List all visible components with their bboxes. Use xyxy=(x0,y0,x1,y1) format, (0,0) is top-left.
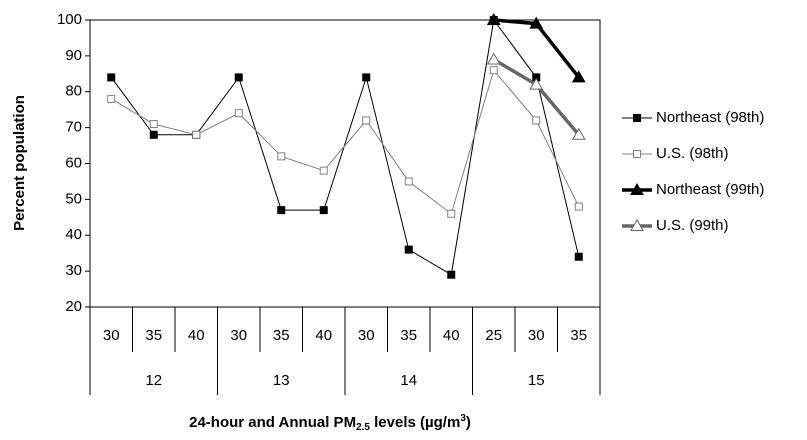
group-label: 14 xyxy=(400,372,417,389)
marker xyxy=(277,206,286,215)
y-tick-label: 90 xyxy=(65,47,82,64)
marker xyxy=(404,177,413,186)
marker xyxy=(529,16,544,29)
y-tick-label: 30 xyxy=(65,262,82,279)
group-label: 15 xyxy=(528,372,545,389)
marker xyxy=(362,73,371,82)
x-axis-label: 24-hour and Annual PM2.5 levels (µg/m3) xyxy=(189,413,471,433)
x-tick-label: 35 xyxy=(400,327,417,344)
x-tick-label: 35 xyxy=(570,327,587,344)
marker xyxy=(633,150,641,158)
x-tick-label: 40 xyxy=(443,327,460,344)
marker xyxy=(630,182,644,195)
group-label: 12 xyxy=(145,372,162,389)
marker xyxy=(571,127,586,140)
y-tick-label: 80 xyxy=(65,83,82,100)
marker xyxy=(574,252,583,261)
y-axis-label: Percent population xyxy=(11,95,28,231)
marker xyxy=(107,73,116,82)
marker xyxy=(277,152,286,161)
marker xyxy=(574,202,583,211)
x-tick-label: 30 xyxy=(358,327,375,344)
y-tick-label: 70 xyxy=(65,119,82,136)
x-label-text: 24-hour and Annual PM xyxy=(189,414,356,431)
marker xyxy=(234,109,243,118)
marker xyxy=(532,116,541,125)
y-tick-label: 50 xyxy=(65,190,82,207)
x-tick-label: 40 xyxy=(315,327,332,344)
plot-frame xyxy=(89,19,601,308)
y-tick-label: 20 xyxy=(65,298,82,315)
marker xyxy=(486,12,501,25)
x-tick-label: 30 xyxy=(528,327,545,344)
x-tick-label: 40 xyxy=(188,327,205,344)
marker xyxy=(107,94,116,103)
y-tick-label: 60 xyxy=(65,154,82,171)
marker xyxy=(529,77,544,90)
legend-item: Northeast (99th) xyxy=(622,181,764,198)
x-label-mid: levels (µg/m xyxy=(370,414,460,431)
marker xyxy=(319,206,328,215)
marker xyxy=(447,270,456,279)
x-tick-label: 35 xyxy=(145,327,162,344)
marker xyxy=(571,70,586,83)
legend-item: U.S. (98th) xyxy=(622,145,729,162)
marker xyxy=(319,166,328,175)
marker xyxy=(192,130,201,139)
legend-label: U.S. (98th) xyxy=(656,145,729,162)
marker xyxy=(362,116,371,125)
marker xyxy=(149,120,158,129)
marker xyxy=(633,114,641,122)
series-line xyxy=(110,18,580,276)
series-line xyxy=(110,69,580,215)
y-tick-label: 100 xyxy=(57,11,82,28)
legend-label: Northeast (98th) xyxy=(656,109,764,126)
marker xyxy=(489,66,498,75)
x-label-sup: 3 xyxy=(460,413,466,424)
marker xyxy=(234,73,243,82)
marker xyxy=(404,245,413,254)
marker xyxy=(486,52,501,65)
y-tick-label: 40 xyxy=(65,226,82,243)
legend-label: Northeast (99th) xyxy=(656,181,764,198)
legend-item: Northeast (98th) xyxy=(622,109,764,126)
marker xyxy=(630,218,644,231)
marker xyxy=(149,130,158,139)
x-tick-label: 35 xyxy=(273,327,290,344)
legend-item: U.S. (99th) xyxy=(622,217,729,234)
x-tick-label: 30 xyxy=(103,327,120,344)
legend-label: U.S. (99th) xyxy=(656,217,729,234)
x-tick-label: 30 xyxy=(230,327,247,344)
x-tick-label: 25 xyxy=(485,327,502,344)
x-label-end: ) xyxy=(466,414,471,431)
x-label-sub: 2.5 xyxy=(356,422,370,433)
marker xyxy=(447,209,456,218)
group-label: 13 xyxy=(273,372,290,389)
